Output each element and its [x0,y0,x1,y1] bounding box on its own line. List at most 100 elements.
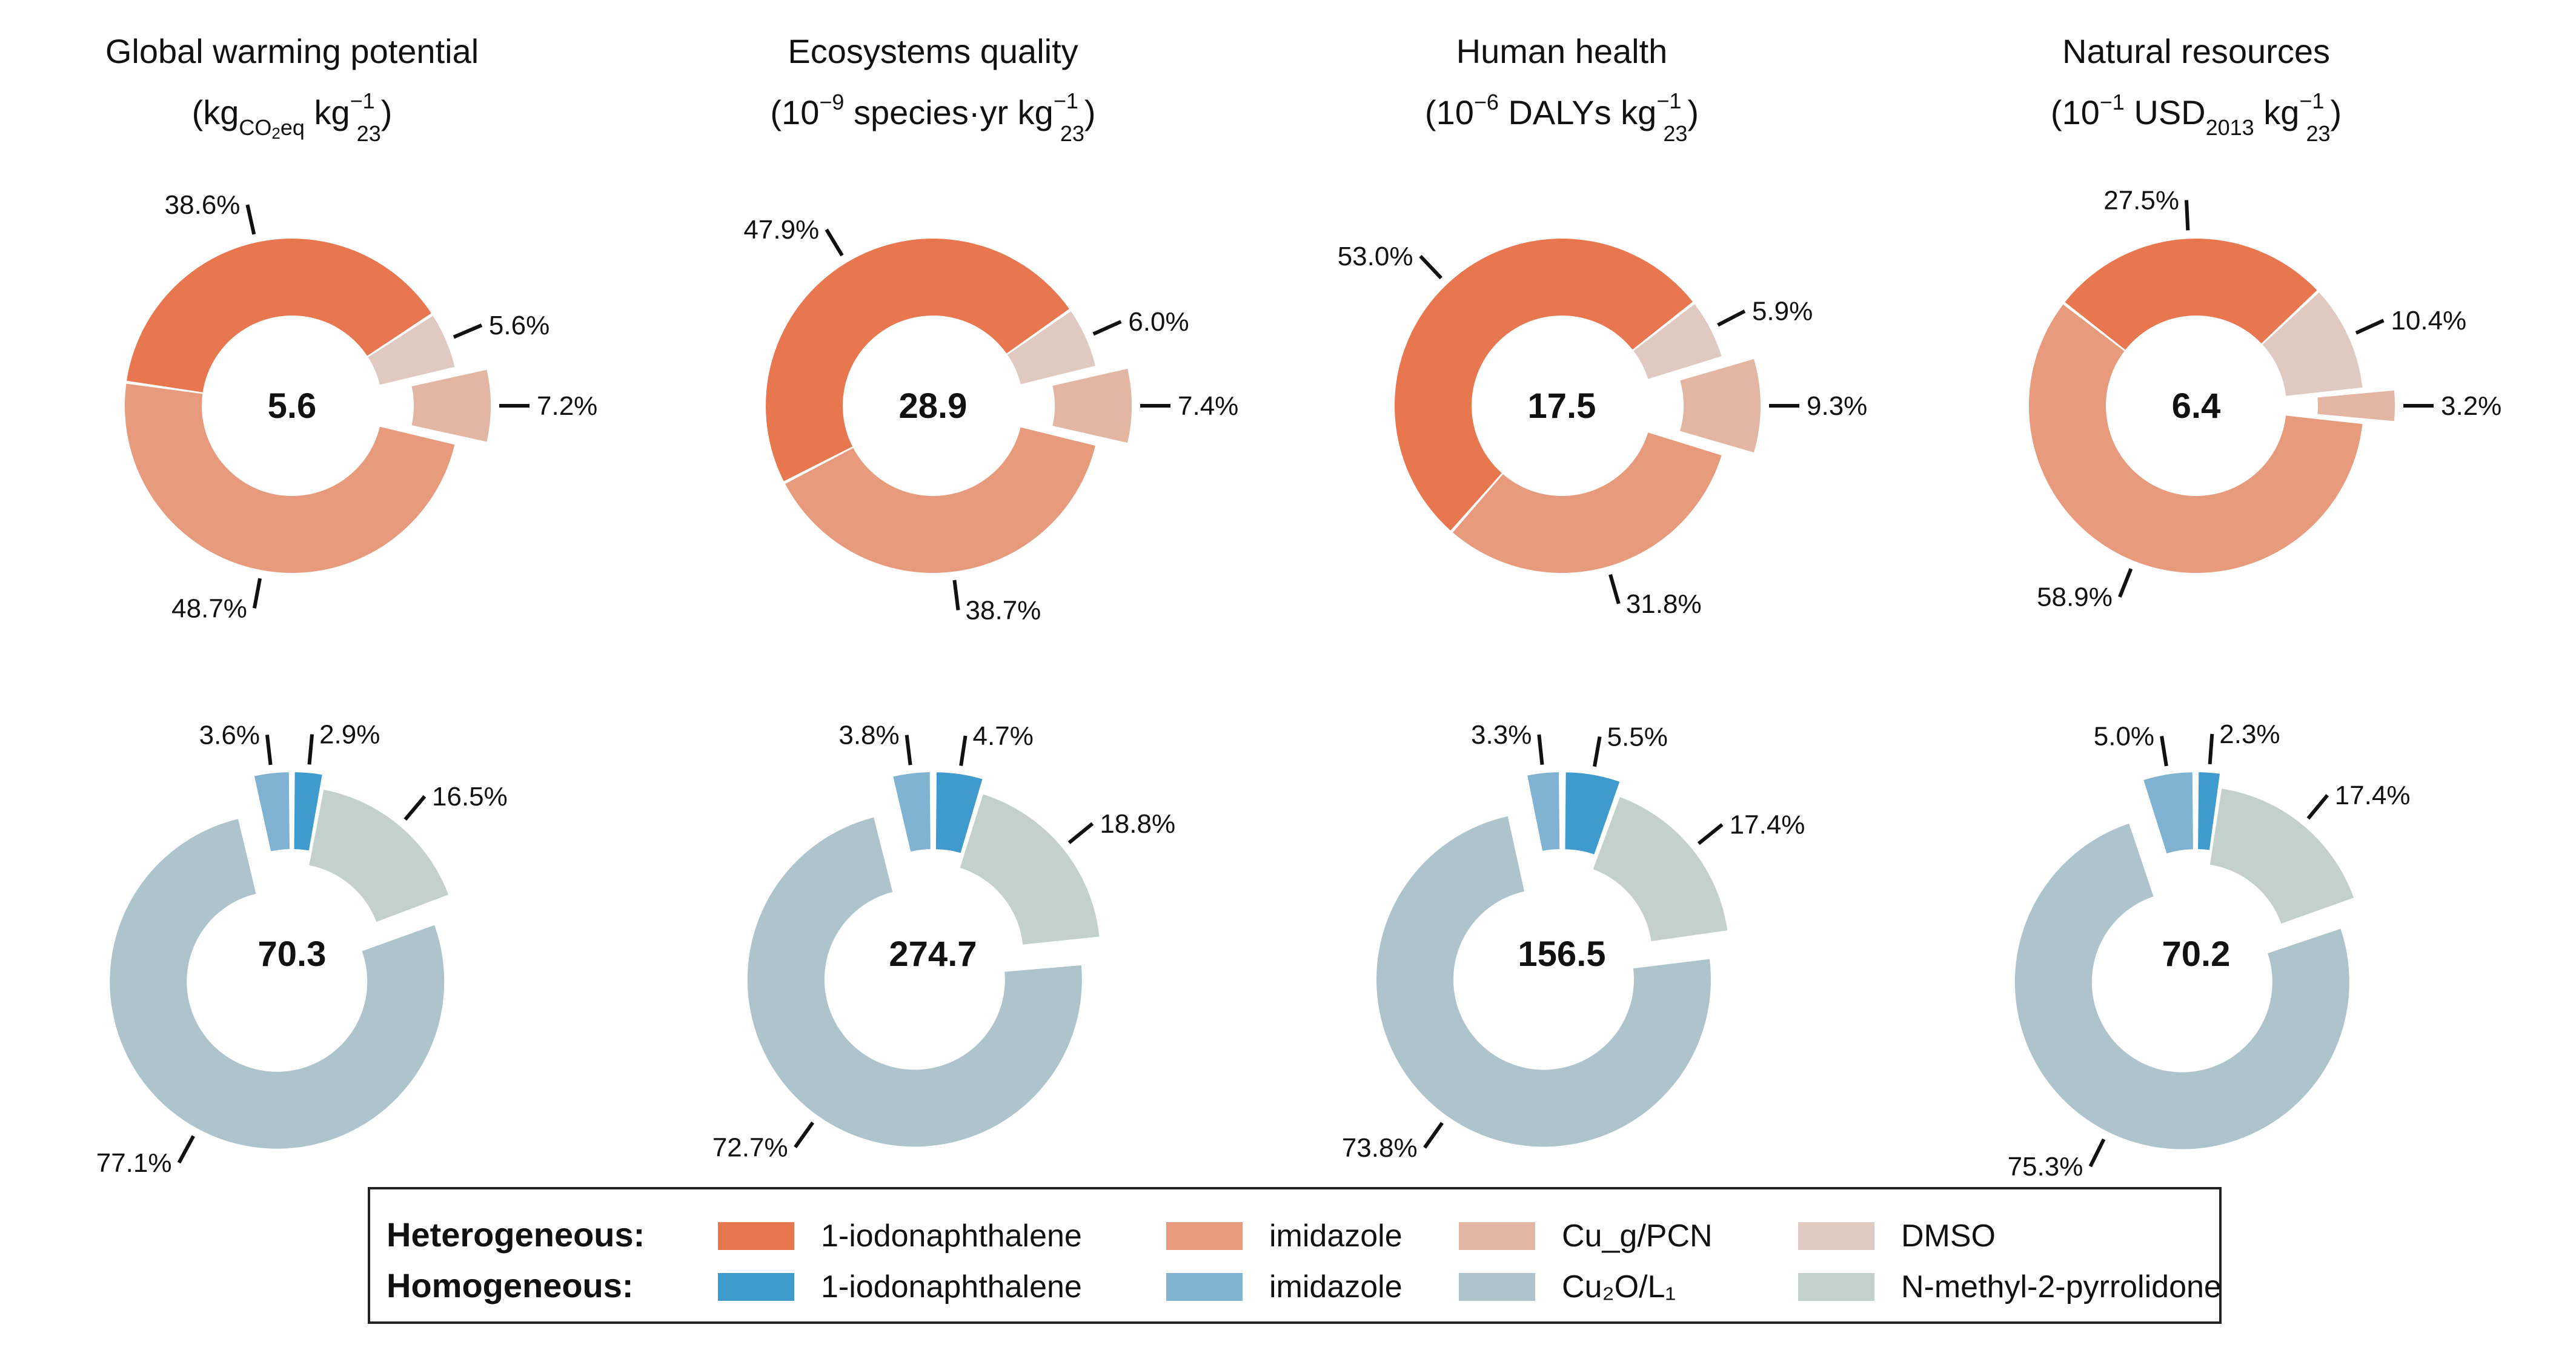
slice-imidazole [893,772,931,852]
chart-unit: (kgCO2eq kg−1 23) [192,88,393,146]
leader-line [2208,733,2214,765]
slice-label: 17.4% [2335,781,2411,810]
leader-line [794,1121,815,1149]
legend-swatch [718,1222,794,1250]
leader-line [959,735,968,766]
donut-homogeneous: 77.1% 3.6% 2.9% 16.5% 70.3 [96,720,508,1178]
leader-line [1608,574,1621,604]
leader-line [952,580,960,610]
slice-dmso [2262,292,2363,396]
slice-1-iodonaphthalene [2065,238,2317,350]
slice-label: 58.9% [2037,583,2113,612]
leader-line [1092,320,1122,336]
donut-heterogeneous: 7.4% 38.7% 47.9% 6.0% 28.9 [743,215,1238,625]
donut-total: 156.5 [1518,934,1605,974]
leader-line [2088,1138,2106,1168]
legend-label: imidazole [1269,1218,1403,1254]
leader-line [1419,254,1442,280]
slice-label: 5.5% [1607,722,1668,752]
slice-label: 6.0% [1128,307,1189,337]
slice-label: 5.0% [2094,721,2154,751]
leader-line [1717,309,1746,327]
slice-label: 75.3% [2008,1152,2083,1182]
leader-line [1067,822,1094,844]
chart-title: Ecosystems quality [788,32,1078,70]
legend-label: DMSO [1901,1218,1996,1254]
leader-line [1697,823,1724,845]
slice-cug-pcn [1680,359,1761,453]
leader-line [403,795,427,821]
slice-label: 48.7% [171,594,247,623]
slice-label: 77.1% [96,1148,172,1178]
slice-label: 18.8% [1100,809,1175,839]
leader-line [2355,319,2385,335]
leader-line [825,228,844,257]
donut-total: 28.9 [899,386,968,426]
slice-1-iodonaphthalene [2198,772,2220,850]
slice-cug-pcn [1052,368,1132,443]
slice-1-iodonaphthalene [935,772,983,853]
slice-label: 10.4% [2391,306,2466,336]
slice-label: 73.8% [1342,1133,1418,1163]
leader-line [245,204,256,235]
chart-unit: (10−6 DALYs kg−1 23) [1425,88,1699,146]
slice-n-methyl-2-pyrrolidone [960,794,1100,945]
slice-label: 5.6% [489,311,549,340]
leader-line [2184,200,2190,231]
donut-heterogeneous: 7.2% 48.7% 38.6% 5.6% 5.6 [124,190,597,623]
legend: Heterogeneous: 1-iodonaphthalene imidazole… [368,1187,2222,1324]
legend-frame [368,1187,2222,1324]
slice-label: 16.5% [432,782,508,812]
legend-swatch [1459,1222,1535,1250]
slice-dmso [1007,311,1095,385]
donut-homogeneous: 72.7% 3.8% 4.7% 18.8% 274.7 [712,721,1175,1163]
slice-label: 3.6% [199,720,260,750]
slice-1-iodonaphthalene [127,238,431,392]
slice-dmso [1633,304,1722,379]
leader-line [1423,1122,1444,1149]
donut-total: 70.3 [258,934,327,974]
slice-cug-pcn [411,369,491,442]
slice-1-iodonaphthalene [294,772,322,851]
legend-label: 1-iodonaphthalene [821,1269,1082,1304]
slice-1-iodonaphthalene [1395,238,1693,531]
leader-line [2118,568,2133,598]
slice-1-iodonaphthalene [1565,772,1620,855]
leader-line [1537,734,1544,765]
slice-label: 2.9% [319,720,380,750]
slice-label: 4.7% [973,721,1034,751]
legend-header: Heterogeneous: [387,1215,645,1254]
leader-line [905,735,912,765]
leader-line [2160,736,2168,767]
slice-label: 47.9% [743,215,819,245]
chart-title: Human health [1456,32,1668,70]
donut-total: 17.5 [1528,386,1596,426]
donut-heterogeneous: 9.3% 31.8% 53.0% 5.9% 17.5 [1338,238,1867,619]
slice-label: 5.9% [1752,297,1813,326]
slice-imidazole [1527,772,1560,851]
legend-label: Cu₂O/L₁ [1562,1269,1676,1304]
donut-total: 6.4 [2172,386,2221,426]
legend-swatch [1459,1273,1535,1301]
slice-cu2o-l1 [110,819,445,1149]
slice-cug-pcn [2317,390,2395,422]
chart-unit: (10−1 USD2013 kg−1 23) [2051,88,2342,146]
slice-label: 3.3% [1471,720,1532,750]
legend-label: imidazole [1269,1269,1403,1304]
slice-cu2o-l1 [747,817,1082,1147]
slice-label: 38.6% [165,190,241,220]
legend-label: Cu_g/PCN [1562,1218,1713,1254]
legend-swatch [718,1273,794,1301]
slice-label: 3.8% [838,721,899,750]
chart-unit: (10−9 species·yr kg−1 23) [770,88,1095,146]
slice-n-methyl-2-pyrrolidone [1593,797,1728,942]
legend-swatch [1798,1273,1874,1301]
legend-swatch [1166,1273,1243,1301]
slice-1-iodonaphthalene [766,239,1069,481]
slice-n-methyl-2-pyrrolidone [2209,789,2354,924]
leader-line [307,734,314,765]
slice-label: 31.8% [1626,589,1702,619]
legend-label: 1-iodonaphthalene [821,1218,1082,1254]
slice-imidazole [254,772,290,851]
